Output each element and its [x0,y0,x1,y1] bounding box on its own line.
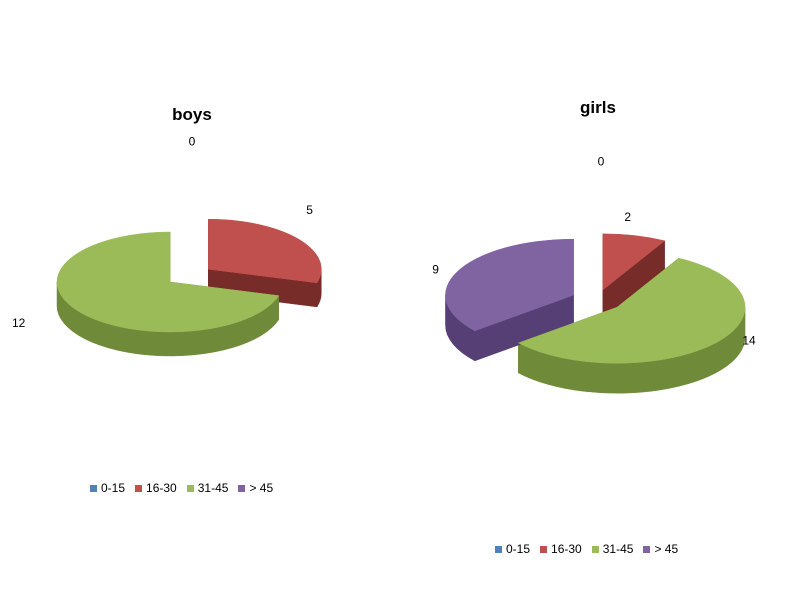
legend-swatch-gt-45 [238,484,246,492]
girls-data-label-0-15: 0 [598,154,605,168]
girls-slice-gt-45 [445,238,574,332]
legend-label: 16-30 [551,542,582,556]
legend-swatch-31-45 [186,484,194,492]
boys-slice-31-45 [56,231,280,333]
girls-slice-31-45 [517,257,746,364]
legend-label: 16-30 [146,481,177,495]
girls-slice-16-30 [602,233,666,291]
legend-item-31-45: 31-45 [186,481,229,495]
boys-slice-16-30 [208,218,322,284]
legend-swatch-16-30 [135,484,143,492]
girls-data-label-gt-45: 9 [432,263,439,277]
legend-item-0-15: 0-15 [90,481,125,495]
boys-data-label-16-30: 5 [306,203,313,217]
legend-swatch-0-15 [495,545,502,553]
legend-item-31-45: 31-45 [591,542,634,556]
legend-label: > 45 [249,481,274,495]
legend-swatch-31-45 [591,545,599,553]
legend-label: 31-45 [197,481,229,495]
legend-label: > 45 [654,542,679,556]
legend-label: 0-15 [506,542,531,556]
legend-item-gt-45: > 45 [643,542,678,556]
legend-swatch-gt-45 [643,545,651,553]
boys-data-label-31-45: 12 [12,316,26,330]
legend-swatch-16-30 [540,545,548,553]
girls-chart-title: girls [580,98,616,117]
legend-swatch-0-15 [90,484,97,492]
legend-item-16-30: 16-30 [135,481,177,495]
boys-data-label-0-15: 0 [189,135,196,149]
girls-legend: 0-15 16-30 31-45 > 45 [495,542,678,556]
boys-legend: 0-15 16-30 31-45 > 45 [90,481,273,495]
legend-item-gt-45: > 45 [238,481,273,495]
boys-pie: 0 5 12 [12,135,322,357]
legend-label: 0-15 [101,481,126,495]
boys-chart-title: boys [172,105,212,124]
girls-pie: 0 2 14 9 [432,154,756,394]
girls-data-label-16-30: 2 [624,210,631,224]
legend-label: 31-45 [602,542,634,556]
legend-item-0-15: 0-15 [495,542,530,556]
legend-item-16-30: 16-30 [540,542,582,556]
girls-data-label-31-45: 14 [742,334,756,348]
